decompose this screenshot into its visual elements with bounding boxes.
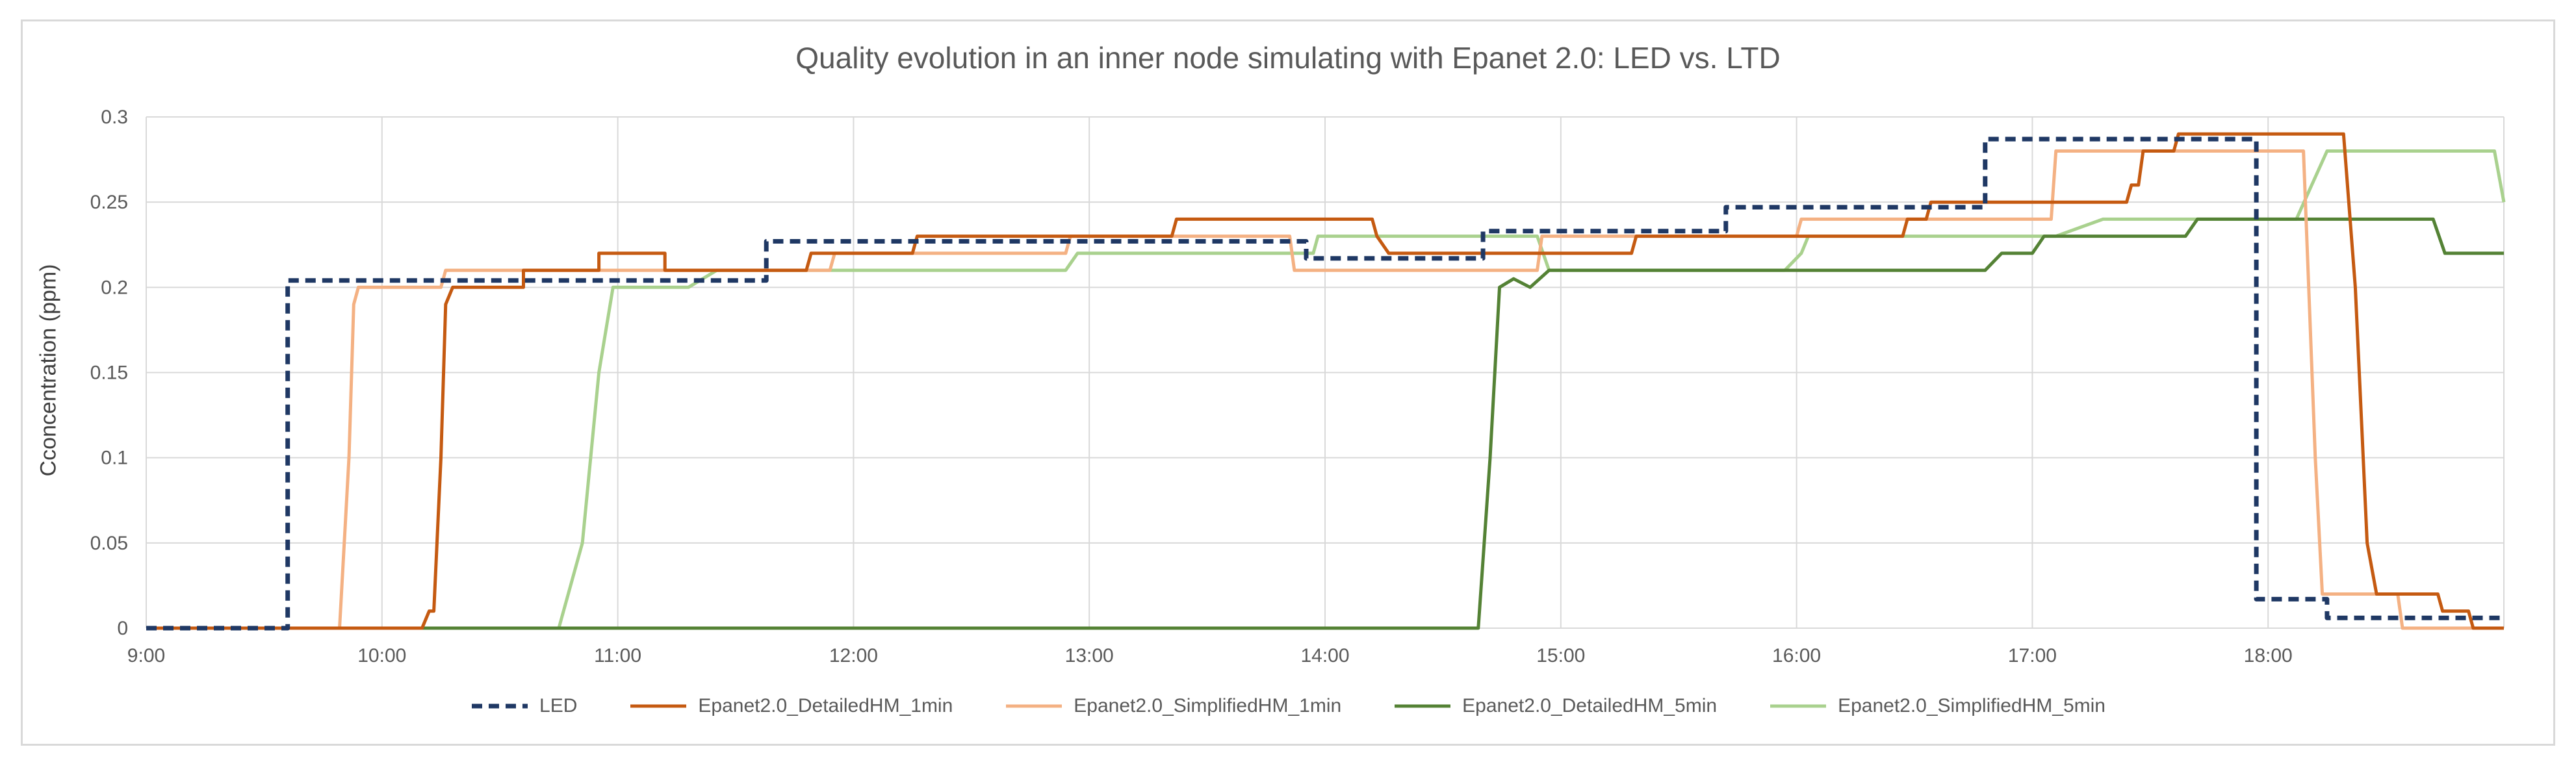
x-tick-label: 13:00: [1065, 645, 1114, 666]
legend-item: LED: [470, 695, 577, 717]
y-tick-label: 0.15: [90, 362, 128, 384]
y-tick-label: 0.05: [90, 533, 128, 554]
x-tick-label: 12:00: [829, 645, 878, 666]
legend-label: Epanet2.0_SimplifiedHM_5min: [1838, 695, 2106, 716]
legend: LED Epanet2.0_DetailedHM_1min Epanet2.0_Si…: [0, 695, 2576, 717]
legend-item: Epanet2.0_DetailedHM_5min: [1393, 695, 1717, 717]
series-line-1: [146, 132, 2504, 630]
y-tick-label: 0.25: [90, 192, 128, 213]
legend-item: Epanet2.0_SimplifiedHM_1min: [1005, 695, 1341, 717]
x-tick-label: 18:00: [2244, 645, 2293, 666]
legend-swatch: [1770, 704, 1827, 708]
x-tick-label: 14:00: [1300, 645, 1349, 666]
legend-label: Epanet2.0_DetailedHM_1min: [698, 695, 953, 716]
x-tick-label: 17:00: [2008, 645, 2057, 666]
x-tick-label: 10:00: [357, 645, 406, 666]
x-tick-labels: 9:00 10:00 11:00 12:00 13:00 14:00 15:00 16:00 1…: [127, 645, 2293, 666]
legend-item: Epanet2.0_SimplifiedHM_5min: [1769, 695, 2106, 717]
series-line-0: [146, 136, 2504, 631]
legend-swatch: [1006, 704, 1063, 708]
series-line-2: [146, 149, 2504, 630]
x-tick-label: 15:00: [1536, 645, 1585, 666]
legend-label: Epanet2.0_DetailedHM_5min: [1462, 695, 1718, 716]
series-line-3: [146, 217, 2504, 630]
legend-label: LED: [539, 695, 578, 716]
y-tick-label: 0.2: [101, 277, 128, 298]
legend-label: Epanet2.0_SimplifiedHM_1min: [1074, 695, 1342, 716]
x-tick-label: 16:00: [1772, 645, 1821, 666]
gridlines: [146, 116, 2505, 629]
x-tick-label: 11:00: [594, 645, 641, 666]
x-tick-label: 9:00: [127, 645, 165, 666]
y-tick-label: 0: [117, 618, 128, 639]
legend-swatch: [472, 703, 528, 709]
legend-swatch: [630, 704, 687, 708]
legend-item: Epanet2.0_DetailedHM_1min: [629, 695, 953, 717]
y-tick-label: 0.3: [101, 107, 128, 128]
y-tick-label: 0.1: [101, 448, 128, 469]
series-lines: [146, 132, 2506, 631]
chart-title: Quality evolution in an inner node simul…: [795, 41, 1781, 75]
y-tick-labels: 0 0.05 0.1 0.15 0.2 0.25 0.3: [90, 107, 128, 639]
legend-swatch: [1395, 704, 1451, 708]
